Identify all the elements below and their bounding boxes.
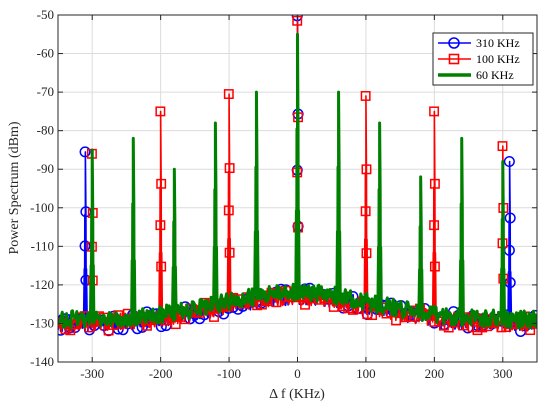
data-point (497, 141, 508, 152)
x-tick-label: -200 (149, 366, 173, 381)
axis-ticks: -300 -200 -100 0 100 200 300 -140 -130 -120 -110 -1… (30, 7, 537, 381)
data-point (361, 248, 372, 259)
data-point (79, 240, 91, 252)
data-point (224, 247, 235, 258)
y-tick-label: -100 (30, 200, 54, 215)
data-point (156, 261, 167, 272)
y-tick-label: -140 (30, 354, 54, 369)
data-point (429, 220, 440, 231)
x-tick-label: -100 (217, 366, 241, 381)
y-tick-label: -130 (30, 315, 54, 330)
data-point (224, 163, 235, 174)
x-tick-label: 0 (294, 366, 301, 381)
data-point (429, 106, 440, 117)
x-tick-label: 100 (356, 366, 376, 381)
legend-swatch-marker (448, 53, 460, 65)
series-60-khz (58, 32, 537, 330)
y-tick-label: -60 (37, 46, 54, 61)
legend-label: 100 KHz (476, 52, 520, 66)
data-point (223, 89, 234, 99)
data-point (79, 146, 91, 158)
x-tick-label: 200 (425, 366, 445, 381)
data-point (156, 178, 167, 189)
data-point (361, 164, 372, 175)
y-tick-label: -70 (37, 84, 54, 99)
x-tick-label: 300 (493, 366, 513, 381)
y-tick-label: -80 (37, 123, 54, 138)
y-tick-label: -120 (30, 277, 54, 292)
data-point (429, 178, 440, 189)
data-point (155, 106, 166, 117)
y-tick-label: -50 (37, 7, 54, 22)
data-point (504, 212, 516, 224)
data-point (155, 220, 166, 231)
legend-swatch-marker (448, 37, 460, 49)
legend-label: 60 KHz (476, 68, 514, 82)
y-axis-label: Power Spectrum (dBm) (7, 121, 22, 254)
data-point (503, 155, 515, 168)
y-tick-label: -110 (31, 238, 54, 253)
x-tick-label: -300 (80, 366, 104, 381)
y-tick-label: -90 (37, 161, 54, 176)
series-line (58, 32, 537, 330)
legend: 310 KHz 100 KHz 60 KHz (432, 32, 534, 86)
data-point (223, 205, 234, 216)
legend-label: 310 KHz (476, 36, 520, 50)
plot-area (58, 15, 537, 337)
data-point (209, 311, 219, 322)
data-point (360, 91, 371, 101)
data-point (429, 261, 440, 272)
x-axis-label: Δ f (KHz) (269, 387, 325, 402)
data-point (360, 206, 371, 217)
